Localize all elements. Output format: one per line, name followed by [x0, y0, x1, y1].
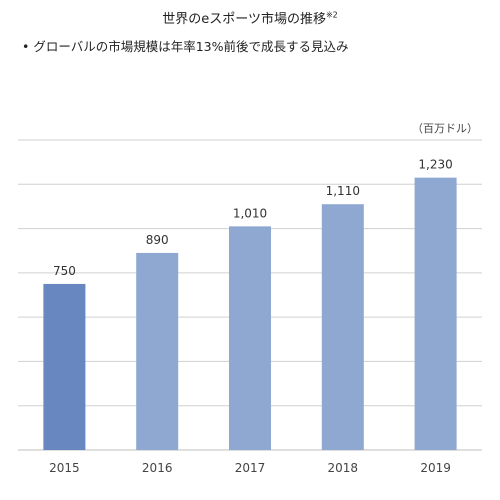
- title-footnote-mark: ※2: [325, 10, 338, 20]
- data-label: 1,110: [326, 184, 360, 198]
- data-label: 1,010: [233, 206, 267, 220]
- data-label: 750: [53, 264, 76, 278]
- x-tick-label: 2015: [49, 461, 80, 475]
- bar: [136, 252, 179, 450]
- data-label: 1,230: [418, 158, 452, 172]
- chart-title: 世界のeスポーツ市場の推移※2: [162, 10, 338, 27]
- x-tick-label: 2017: [235, 461, 266, 475]
- bar: [229, 226, 271, 450]
- x-tick-label: 2019: [420, 461, 451, 475]
- unit-label: （百万ドル）: [412, 122, 478, 135]
- x-tick-label: 2016: [142, 461, 173, 475]
- data-label: 890: [146, 233, 169, 247]
- bar: [43, 283, 86, 450]
- summary-bullet: • グローバルの市場規模は年率13%前後で成長する見込み: [22, 39, 349, 54]
- x-tick-label: 2018: [328, 461, 359, 475]
- bar: [321, 204, 364, 450]
- bar: [414, 177, 457, 450]
